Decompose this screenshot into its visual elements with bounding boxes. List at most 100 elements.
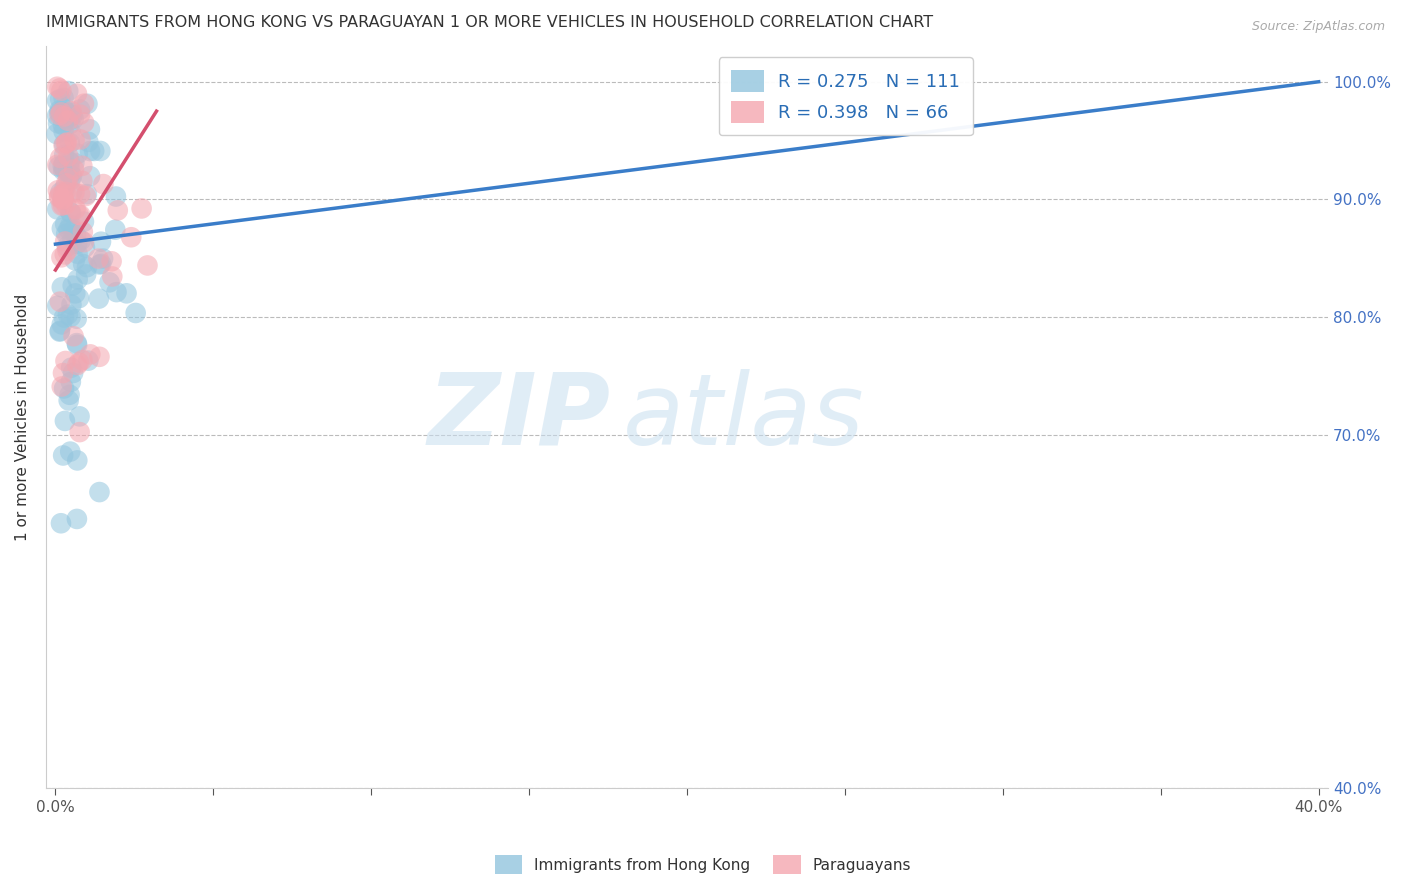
Point (66, 236, 89, 251)
Point (66, 272, 89, 286)
Point (69, 187, 91, 202)
Point (53, 102, 76, 116)
Point (49, 92, 72, 106)
Point (46, 183, 69, 197)
Point (52, 192, 75, 206)
Point (107, 203, 129, 218)
Point (72, 353, 94, 368)
Point (60, 169, 83, 183)
Point (63, 155, 86, 169)
Point (131, 202, 153, 216)
Point (53, 110, 76, 124)
Point (55, 185, 77, 199)
Point (65, 228, 87, 243)
Point (62, 366, 84, 380)
Point (51, 193, 73, 207)
Point (53, 148, 76, 162)
Point (60, 297, 83, 311)
Point (66, 146, 89, 161)
Point (52, 186, 75, 201)
Point (52, 124, 75, 138)
Point (98, 276, 121, 290)
Point (65, 202, 87, 216)
Point (46, 109, 69, 123)
Point (55, 197, 77, 211)
Point (48, 189, 70, 203)
Point (79, 347, 101, 361)
Point (49, 105, 72, 120)
Point (59, 205, 82, 219)
Point (73, 235, 96, 249)
Point (73, 96, 96, 111)
Point (77, 135, 100, 149)
Point (52, 449, 75, 463)
Point (53, 181, 76, 195)
Point (136, 259, 159, 273)
Point (49, 516, 72, 531)
Point (51, 250, 73, 264)
Text: atlas: atlas (623, 368, 865, 466)
Point (104, 223, 127, 237)
Point (53, 137, 76, 152)
Point (72, 174, 94, 188)
Point (89, 144, 111, 158)
Point (72, 225, 94, 239)
Point (60, 104, 83, 119)
Point (63, 133, 86, 147)
Point (66, 512, 89, 526)
Point (46, 299, 69, 313)
Point (52, 157, 75, 171)
Point (55, 105, 77, 120)
Legend: Immigrants from Hong Kong, Paraguayans: Immigrants from Hong Kong, Paraguayans (488, 849, 918, 880)
Point (77, 353, 100, 368)
Point (60, 185, 83, 199)
Point (87, 252, 110, 266)
Point (66, 453, 89, 467)
Point (56, 136, 79, 150)
Point (59, 375, 82, 389)
Point (48, 160, 70, 174)
Point (67, 355, 90, 369)
Point (46, 202, 69, 217)
Point (63, 253, 86, 268)
Point (120, 230, 142, 244)
Point (52, 366, 75, 380)
Point (60, 233, 83, 247)
Point (51, 84, 73, 98)
Text: IMMIGRANTS FROM HONG KONG VS PARAGUAYAN 1 OR MORE VEHICLES IN HOUSEHOLD CORRELAT: IMMIGRANTS FROM HONG KONG VS PARAGUAYAN … (46, 15, 934, 30)
Point (79, 122, 101, 136)
Point (46, 158, 69, 172)
Point (76, 260, 98, 275)
Point (63, 186, 86, 200)
Point (59, 136, 82, 150)
Point (105, 285, 128, 299)
Point (56, 113, 79, 128)
Point (59, 155, 82, 169)
Point (58, 149, 80, 163)
Point (87, 292, 110, 306)
Point (69, 107, 91, 121)
Point (76, 96, 98, 111)
Point (59, 388, 82, 402)
Point (51, 221, 73, 235)
Point (59, 168, 82, 182)
Point (52, 159, 75, 173)
Point (51, 379, 73, 393)
Point (60, 360, 83, 375)
Point (67, 208, 90, 222)
Point (48, 325, 70, 339)
Point (56, 171, 79, 186)
Point (66, 338, 89, 352)
Point (52, 163, 75, 178)
Point (56, 308, 79, 322)
Point (62, 223, 84, 237)
Point (56, 244, 79, 258)
Point (66, 336, 89, 351)
Point (66, 358, 89, 372)
Point (79, 169, 101, 184)
Point (69, 409, 91, 424)
Point (59, 444, 82, 458)
Point (101, 269, 124, 284)
Point (75, 189, 97, 203)
Point (56, 239, 79, 253)
